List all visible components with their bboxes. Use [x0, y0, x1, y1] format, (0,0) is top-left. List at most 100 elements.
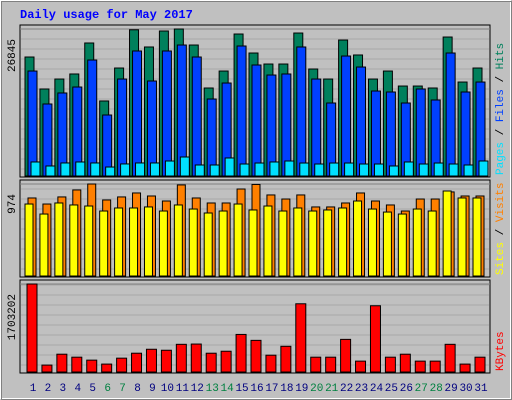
- bar: [448, 163, 459, 177]
- bar: [149, 162, 160, 177]
- bar: [367, 208, 377, 277]
- bar: [84, 205, 94, 277]
- bar: [295, 303, 307, 373]
- x-tick-label: 19: [295, 383, 308, 395]
- bar: [56, 353, 68, 373]
- bar: [325, 356, 337, 373]
- legend: Sites / Visits: [495, 183, 507, 275]
- bar: [205, 352, 217, 373]
- x-tick-label: 28: [430, 383, 443, 395]
- x-tick-label: 3: [60, 383, 67, 395]
- bar: [236, 45, 247, 177]
- legend-separator: /: [495, 222, 507, 242]
- bar: [284, 160, 295, 177]
- bar: [27, 70, 38, 177]
- x-tick-label: 30: [459, 383, 472, 395]
- bar: [265, 354, 277, 373]
- bar: [176, 44, 187, 177]
- x-tick-label: 20: [310, 383, 323, 395]
- bar: [190, 343, 202, 373]
- bar: [239, 163, 250, 177]
- bar: [117, 78, 128, 177]
- x-tick-label: 13: [206, 383, 219, 395]
- bar: [457, 197, 467, 277]
- bar: [75, 161, 86, 177]
- bar: [209, 164, 220, 177]
- bar: [132, 50, 143, 177]
- y-tick-label: 974: [7, 194, 19, 214]
- x-tick-label: 9: [149, 383, 156, 395]
- bar: [145, 348, 157, 373]
- bar: [131, 352, 143, 373]
- x-tick-label: 18: [280, 383, 293, 395]
- bar: [399, 353, 411, 373]
- bar: [45, 165, 56, 177]
- bar: [105, 166, 116, 177]
- bar: [359, 163, 370, 177]
- bar: [143, 206, 153, 277]
- bar: [203, 212, 213, 277]
- bar: [403, 161, 414, 177]
- bar: [41, 364, 53, 373]
- x-tick-label: 5: [89, 383, 96, 395]
- bar: [340, 338, 352, 373]
- bar: [474, 356, 486, 373]
- bar: [412, 208, 422, 277]
- bar: [24, 203, 34, 277]
- legend-entry: KBytes: [495, 331, 507, 371]
- bar: [251, 64, 262, 177]
- bar: [414, 360, 426, 373]
- legend-entry: Hits: [495, 43, 507, 69]
- legend-entry: Pages: [495, 142, 507, 175]
- x-tick-label: 10: [161, 383, 174, 395]
- bar: [54, 202, 64, 277]
- x-tick-label: 31: [474, 383, 488, 395]
- legend: KBytes: [495, 331, 507, 371]
- y-tick-label: 26845: [7, 39, 19, 72]
- bar: [460, 91, 471, 177]
- bar: [235, 333, 247, 373]
- bar: [233, 203, 243, 277]
- x-tick-label: 11: [176, 383, 190, 395]
- x-tick-label: 15: [235, 383, 248, 395]
- bar: [269, 161, 280, 177]
- bar: [293, 207, 303, 277]
- bar: [418, 163, 429, 177]
- bar: [87, 59, 98, 177]
- x-tick-label: 22: [340, 383, 353, 395]
- bar: [388, 165, 399, 177]
- bar: [116, 357, 128, 373]
- bar: [459, 363, 471, 373]
- bar: [173, 204, 183, 277]
- x-tick-label: 25: [385, 383, 398, 395]
- bar: [30, 161, 41, 177]
- bar: [299, 162, 310, 177]
- bar: [26, 283, 38, 373]
- bar: [463, 164, 474, 177]
- legend-separator: /: [495, 69, 507, 89]
- x-tick-label: 17: [265, 383, 278, 395]
- bar: [370, 90, 381, 177]
- bar: [179, 156, 190, 177]
- bar: [472, 197, 482, 277]
- bar: [296, 46, 307, 177]
- bar: [120, 163, 131, 177]
- bar: [429, 360, 441, 373]
- bar: [266, 74, 277, 177]
- x-tick-label: 27: [415, 383, 428, 395]
- bar: [433, 162, 444, 177]
- bar: [442, 190, 452, 277]
- x-tick-label: 1: [30, 383, 37, 395]
- bar: [114, 207, 124, 277]
- bar: [397, 213, 407, 277]
- bar: [329, 162, 340, 177]
- bar: [129, 207, 139, 277]
- legend: Pages / Files / Hits: [495, 43, 507, 175]
- bar: [478, 160, 489, 177]
- x-tick-label: 24: [370, 383, 384, 395]
- bar: [338, 207, 348, 277]
- bar: [160, 349, 172, 373]
- bar: [69, 204, 79, 277]
- bar: [224, 157, 235, 177]
